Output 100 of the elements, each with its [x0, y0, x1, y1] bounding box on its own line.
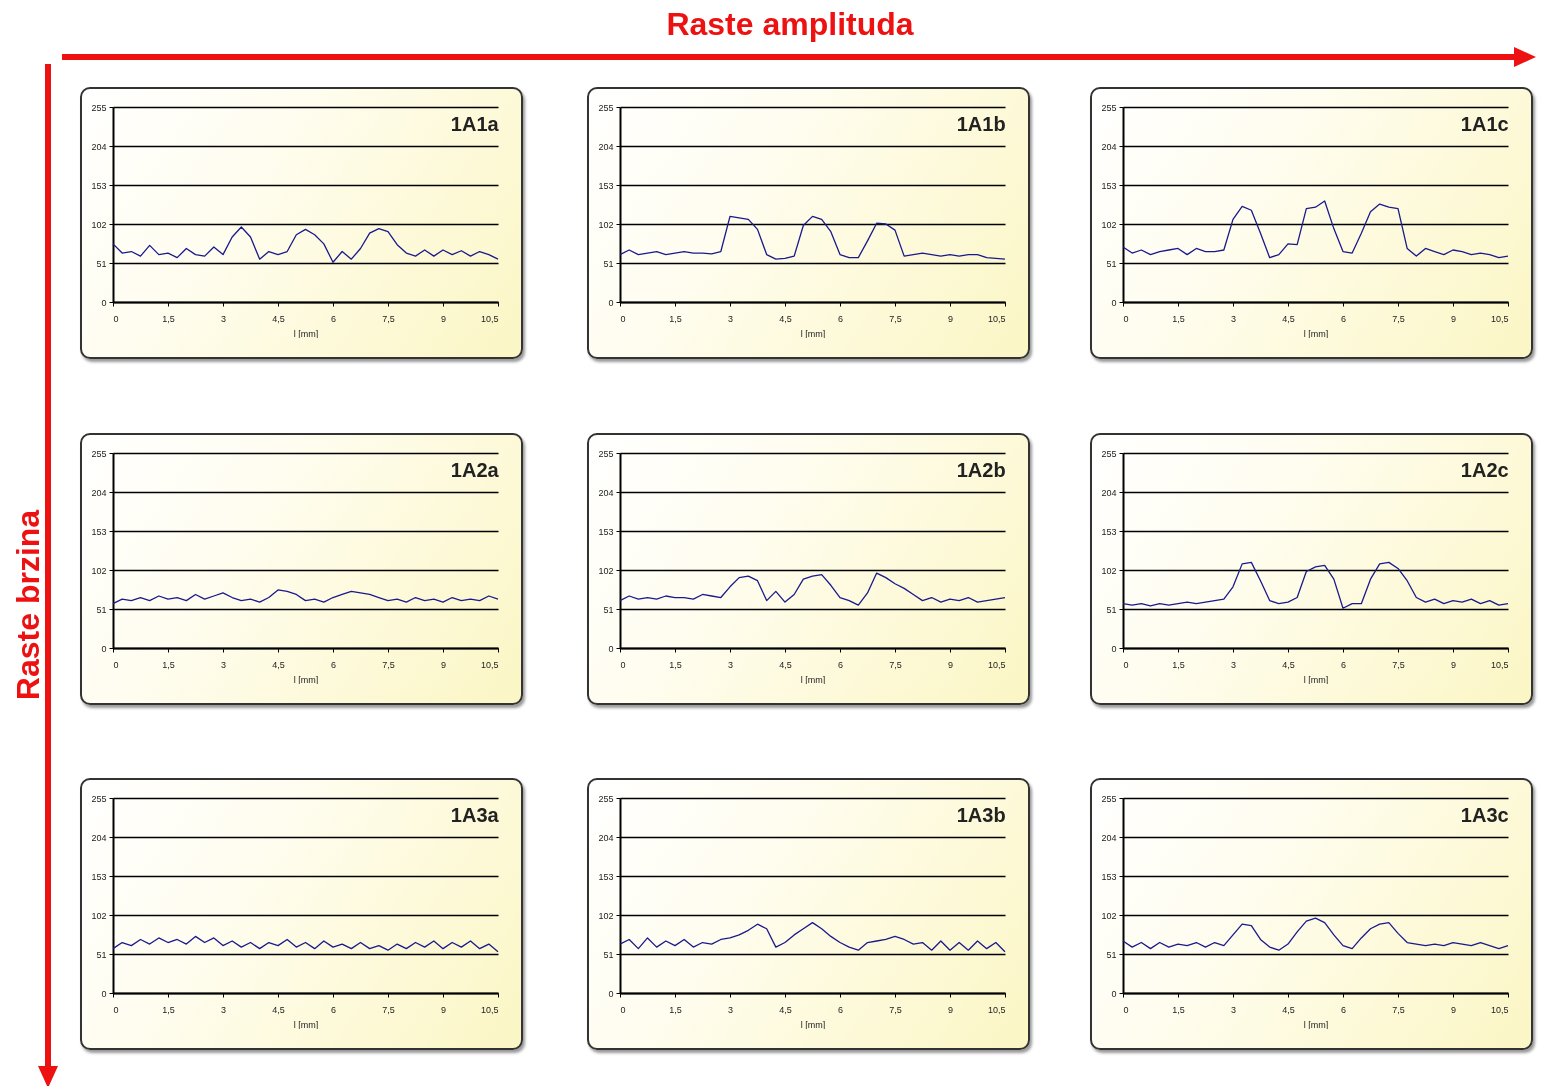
line-series	[112, 226, 499, 263]
x-tick-label: 0	[620, 1004, 626, 1015]
x-tick-label: 10,5	[1490, 659, 1509, 670]
x-tick-label: 9	[947, 313, 954, 324]
line-series	[1122, 200, 1509, 259]
chart-title: 1A3a	[450, 804, 500, 826]
y-tick-label: 0	[101, 988, 107, 999]
x-tick-label: 10,5	[480, 659, 499, 670]
y-tick-label: 255	[598, 448, 614, 459]
x-tick-label: 1,5	[162, 313, 175, 324]
x-tick-label: 7,5	[382, 313, 395, 324]
x-tick-label: 3	[1230, 659, 1237, 670]
y-tick-label: 255	[1101, 793, 1117, 804]
x-tick-label: 4,5	[779, 313, 792, 324]
x-axis-title: l [mm]	[293, 674, 319, 685]
y-tick-label: 153	[91, 871, 107, 882]
y-tick-label: 0	[1111, 297, 1117, 308]
y-tick-label: 51	[1106, 258, 1117, 269]
line-series	[619, 922, 1006, 953]
chart-title: 1A2a	[450, 459, 500, 481]
y-tick-label: 153	[598, 180, 614, 191]
x-tick-label: 9	[440, 313, 447, 324]
x-tick-label: 3	[727, 313, 734, 324]
x-tick-label: 1,5	[1172, 313, 1185, 324]
text: Raste amplituda	[666, 6, 914, 43]
x-tick-label: 6	[837, 313, 844, 324]
x-tick-label: 10,5	[987, 659, 1006, 670]
y-tick-label: 255	[91, 793, 107, 804]
y-tick-label: 102	[598, 910, 614, 921]
line-series	[112, 589, 499, 605]
x-tick-label: 7,5	[1392, 659, 1405, 670]
y-tick-label: 255	[1101, 448, 1117, 459]
x-tick-label: 6	[330, 659, 337, 670]
x-tick-label: 0	[113, 1004, 119, 1015]
x-tick-label: 1,5	[669, 313, 682, 324]
y-tick-label: 153	[598, 526, 614, 537]
y-tick-label: 51	[96, 604, 107, 615]
y-tick-label: 51	[603, 604, 614, 615]
x-tick-label: 9	[947, 659, 954, 670]
y-tick-label: 0	[608, 297, 614, 308]
x-tick-label: 4,5	[1282, 313, 1295, 324]
x-tick-label: 6	[330, 313, 337, 324]
x-tick-label: 3	[220, 313, 227, 324]
x-tick-label: 0	[620, 659, 626, 670]
y-tick-label: 0	[101, 643, 107, 654]
x-tick-label: 9	[1450, 659, 1457, 670]
y-tick-label: 255	[1101, 102, 1117, 113]
x-tick-label: 9	[440, 659, 447, 670]
x-tick-label: 7,5	[382, 659, 395, 670]
line-series	[619, 572, 1006, 606]
y-tick-label: 153	[1101, 871, 1117, 882]
y-tick-label: 0	[1111, 643, 1117, 654]
y-tick-label: 153	[91, 180, 107, 191]
y-tick-label: 51	[603, 258, 614, 269]
y-tick-label: 204	[598, 832, 614, 843]
x-axis-title: l [mm]	[1303, 674, 1329, 685]
x-axis-title: l [mm]	[293, 1019, 319, 1030]
y-tick-label: 204	[1101, 141, 1117, 152]
x-tick-label: 3	[1230, 313, 1237, 324]
y-tick-label: 153	[1101, 180, 1117, 191]
y-tick-label: 102	[1101, 219, 1117, 230]
x-tick-label: 10,5	[987, 1004, 1006, 1015]
line-series	[1122, 561, 1509, 609]
y-tick-label: 102	[91, 565, 107, 576]
x-tick-label: 4,5	[779, 1004, 792, 1015]
y-tick-label: 204	[1101, 832, 1117, 843]
y-tick-label: 255	[598, 102, 614, 113]
x-tick-label: 4,5	[272, 1004, 285, 1015]
y-tick-label: 51	[1106, 949, 1117, 960]
x-tick-label: 1,5	[1172, 1004, 1185, 1015]
chart-title: 1A3c	[1460, 804, 1509, 826]
x-tick-label: 10,5	[1490, 313, 1509, 324]
line-series	[1122, 917, 1509, 951]
x-tick-label: 10,5	[480, 1004, 499, 1015]
line-series	[112, 935, 499, 953]
x-tick-label: 6	[330, 1004, 337, 1015]
x-tick-label: 9	[947, 1004, 954, 1015]
x-tick-label: 6	[1340, 313, 1347, 324]
x-tick-label: 3	[727, 659, 734, 670]
text: Raste brzina	[9, 509, 47, 701]
x-tick-label: 9	[1450, 1004, 1457, 1015]
y-tick-label: 102	[1101, 910, 1117, 921]
x-tick-label: 7,5	[1392, 313, 1405, 324]
y-tick-label: 204	[91, 487, 107, 498]
y-tick-label: 204	[91, 141, 107, 152]
x-tick-label: 0	[1123, 1004, 1129, 1015]
y-tick-label: 153	[91, 526, 107, 537]
x-tick-label: 0	[113, 313, 119, 324]
x-tick-label: 6	[1340, 659, 1347, 670]
x-tick-label: 9	[440, 1004, 447, 1015]
chart-title: 1A1c	[1460, 113, 1509, 135]
x-tick-label: 6	[837, 1004, 844, 1015]
y-tick-label: 0	[101, 297, 107, 308]
x-tick-label: 10,5	[480, 313, 499, 324]
x-tick-label: 10,5	[987, 313, 1006, 324]
x-axis-title: l [mm]	[293, 328, 319, 339]
chart-title: 1A2b	[956, 459, 1006, 481]
x-axis-title: l [mm]	[800, 328, 826, 339]
x-tick-label: 7,5	[1392, 1004, 1405, 1015]
chart-title: 1A1b	[956, 113, 1006, 135]
